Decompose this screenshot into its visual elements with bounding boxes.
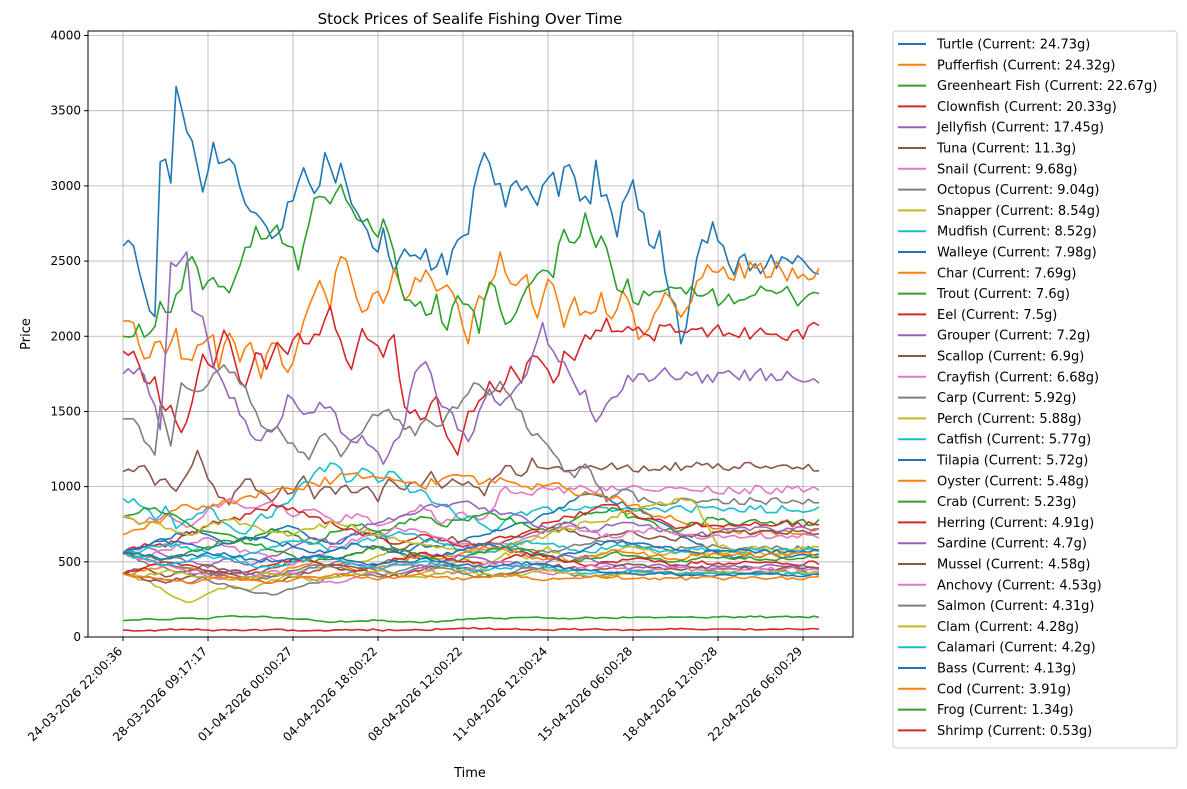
legend-entry: Char (Current: 7.69g) — [937, 266, 1076, 281]
series-line-sardine — [122, 554, 820, 584]
series-line-mudfish — [122, 462, 820, 535]
legend-entry: Grouper (Current: 7.2g) — [937, 329, 1090, 344]
series-line-char — [122, 472, 820, 536]
legend-entry: Herring (Current: 4.91g) — [937, 516, 1094, 531]
legend-entry: Turtle (Current: 24.73g) — [936, 38, 1090, 53]
legend-entry: Clam (Current: 4.28g) — [937, 620, 1079, 635]
plot-frame — [87, 30, 854, 638]
legend-box — [892, 30, 1178, 749]
legend-entry: Walleye (Current: 7.98g) — [937, 246, 1097, 261]
series-line-cod — [122, 572, 820, 585]
y-tick-label: 1500 — [50, 404, 81, 418]
legend-entry: Tilapia (Current: 5.72g) — [936, 454, 1088, 469]
legend-entry: Eel (Current: 7.5g) — [937, 308, 1057, 323]
series-line-catfish — [122, 530, 820, 560]
series-line-herring — [122, 551, 820, 575]
legend-entry: Catfish (Current: 5.77g) — [937, 433, 1091, 448]
series-line-perch — [123, 497, 820, 554]
legend-entry: Snail (Current: 9.68g) — [937, 162, 1078, 177]
x-axis-label: Time — [453, 766, 486, 781]
y-tick-label: 1000 — [50, 480, 81, 494]
legend-entry: Anchovy (Current: 4.53g) — [937, 578, 1102, 593]
chart-title: Stock Prices of Sealife Fishing Over Tim… — [318, 10, 623, 28]
series-line-turtle — [122, 85, 820, 345]
series-line-crab — [122, 538, 820, 563]
legend-entry: Oyster (Current: 5.48g) — [937, 474, 1089, 489]
legend-entry: Clownfish (Current: 20.33g) — [937, 100, 1117, 115]
y-tick-label: 2000 — [50, 329, 81, 343]
legend: Turtle (Current: 24.73g) Pufferfish (Curr… — [892, 30, 1178, 749]
legend-entry: Cod (Current: 3.91g) — [937, 682, 1071, 697]
series-line-bass — [122, 551, 820, 578]
series-line-clownfish — [122, 305, 820, 456]
y-axis-label: Price — [19, 318, 34, 350]
y-tick-label: 2500 — [50, 254, 81, 268]
series-line-calamari — [122, 552, 820, 577]
legend-entry: Mussel (Current: 4.58g) — [937, 558, 1090, 573]
y-tick-label: 4000 — [50, 29, 81, 43]
legend-entry: Sardine (Current: 4.7g) — [937, 537, 1087, 552]
series-line-crayfish — [122, 524, 820, 567]
legend-entry: Calamari (Current: 4.2g) — [937, 641, 1096, 656]
legend-entry: Scallop (Current: 6.9g) — [937, 350, 1084, 365]
y-tick-label: 3000 — [50, 179, 81, 193]
series-line-pufferfish — [122, 251, 820, 380]
legend-entry: Bass (Current: 4.13g) — [937, 662, 1076, 677]
series-line-shrimp — [123, 626, 820, 632]
series-line-scallop — [122, 526, 820, 578]
legend-entry: Shrimp (Current: 0.53g) — [937, 724, 1092, 739]
series-line-jellyfish — [122, 251, 820, 465]
legend-entry: Pufferfish (Current: 24.32g) — [937, 58, 1115, 73]
y-tick-label: 0 — [73, 630, 81, 644]
series-line-greenheart-fish — [122, 183, 820, 339]
legend-entry: Mudfish (Current: 8.52g) — [937, 225, 1097, 240]
y-tick-label: 3500 — [50, 104, 81, 118]
legend-entry: Octopus (Current: 9.04g) — [937, 183, 1100, 198]
legend-entry: Jellyfish (Current: 17.45g) — [936, 121, 1104, 136]
legend-entry: Crab (Current: 5.23g) — [937, 495, 1076, 510]
legend-entry: Snapper (Current: 8.54g) — [937, 204, 1100, 219]
series-line-frog — [122, 615, 820, 624]
series-line-tuna — [122, 449, 820, 506]
legend-entry: Salmon (Current: 4.31g) — [937, 599, 1095, 614]
series-line-grouper — [122, 500, 820, 569]
series-line-octopus — [122, 363, 820, 507]
legend-entry: Crayfish (Current: 6.68g) — [937, 370, 1099, 385]
legend-entry: Carp (Current: 5.92g) — [937, 391, 1076, 406]
legend-entry: Trout (Current: 7.6g) — [936, 287, 1070, 302]
series-lines — [122, 85, 820, 632]
legend-entry: Frog (Current: 1.34g) — [937, 703, 1074, 718]
series-line-oyster — [122, 545, 820, 581]
y-axis-ticks: 0 500 1000 1500 2000 2500 3000 3500 4000 — [50, 29, 88, 644]
legend-entry: Perch (Current: 5.88g) — [937, 412, 1082, 427]
legend-entry: Tuna (Current: 11.3g) — [936, 142, 1076, 157]
legend-entry: Greenheart Fish (Current: 22.67g) — [937, 79, 1157, 94]
grid-lines — [88, 31, 853, 638]
y-tick-label: 500 — [58, 555, 81, 569]
